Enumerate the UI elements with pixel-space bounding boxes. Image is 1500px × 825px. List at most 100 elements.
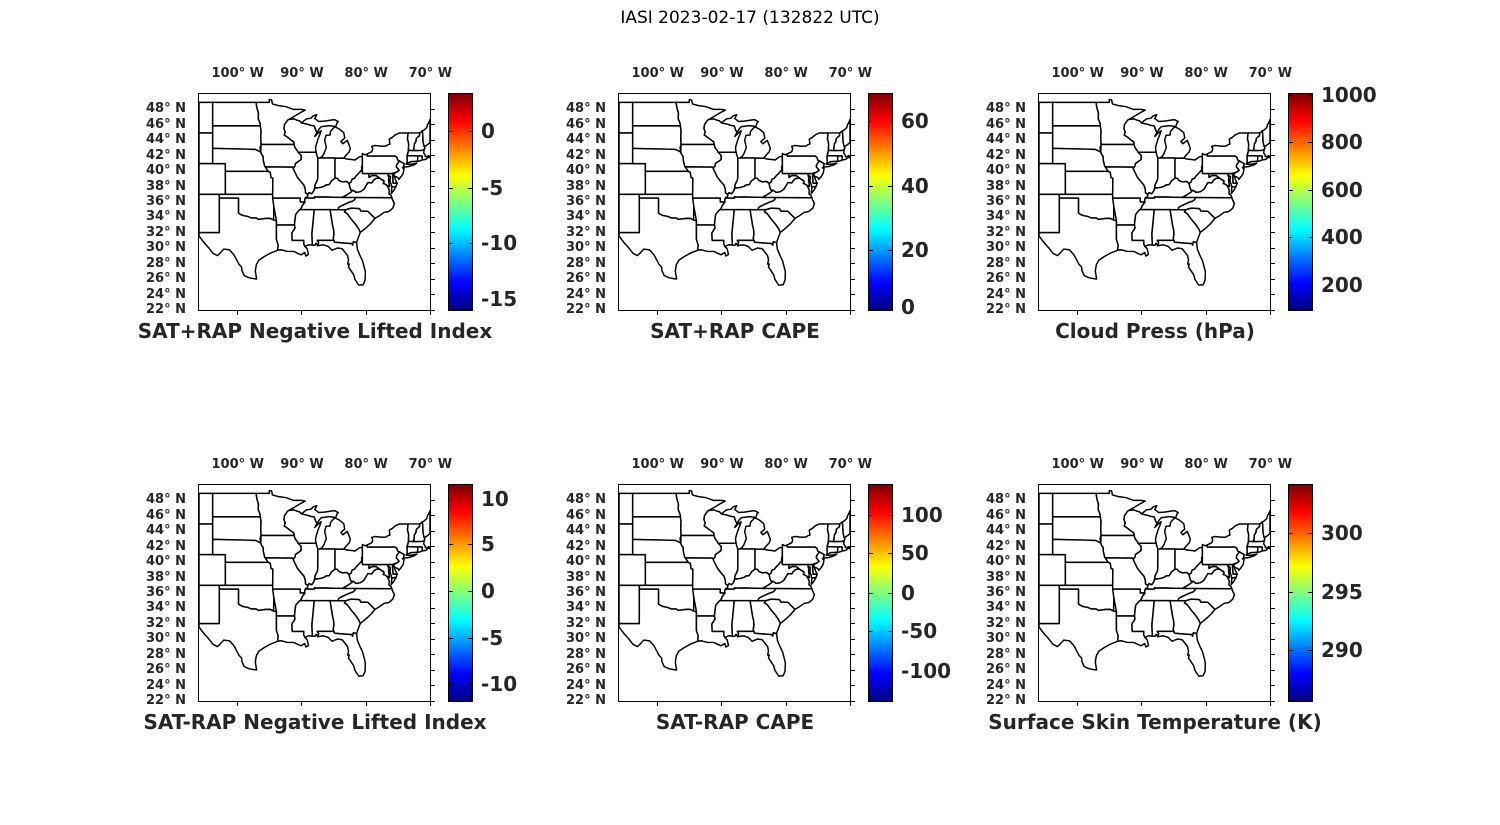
latitude-tick-label: 44° N [986,523,1026,539]
longitude-tick-label: 90° W [1120,457,1164,472]
y-tick-mark [851,700,855,702]
panel-title: SAT+RAP Negative Lifted Index [137,319,493,343]
latitude-tick-label: 34° N [146,209,186,225]
colorbar-tick-mark [468,299,472,300]
latitude-tick-label: 32° N [566,615,606,631]
figure-title: IASI 2023-02-17 (132822 UTC) [620,8,880,28]
latitude-tick-label: 26° N [146,271,186,287]
y-tick-mark [851,263,855,265]
y-tick-mark [431,186,435,188]
colorbar-tick-mark [888,514,892,516]
latitude-tick-label: 24° N [986,677,1026,693]
y-tick-mark [1271,638,1275,640]
x-tick-mark [785,702,787,706]
y-tick-mark [431,638,435,640]
panel-sat-plus-rap-negative-lifted-index: 100° W 90° W 80° W 70° W 48° N 46° N 44° N 42° … [138,66,517,343]
map-canvas [198,484,431,702]
latitude-tick-label: 42° N [566,538,606,554]
x-tick-mark [1269,702,1271,706]
y-tick-mark [1271,499,1275,501]
latitude-tick-label: 26° N [566,271,606,287]
longitude-tick-label: 80° W [1184,457,1228,472]
latitude-tick-label: 46° N [566,507,606,523]
y-tick-mark [851,139,855,141]
y-tick-mark [851,108,855,110]
latitude-tick-label: 44° N [146,132,186,148]
latitude-tick-label: 48° N [986,492,1026,508]
latitude-tick-label: 42° N [986,538,1026,554]
y-tick-mark [851,124,855,126]
longitude-tick-label: 90° W [1120,66,1164,81]
colorbar-tick-mark [1289,142,1293,144]
y-tick-mark [431,530,435,532]
x-tick-mark [657,702,659,706]
y-tick-mark [1271,201,1275,203]
map-canvas [1038,484,1271,702]
y-tick-mark [1271,530,1275,532]
colorbar-tick-mark [468,638,472,640]
y-tick-mark [431,623,435,625]
latitude-tick-label: 32° N [986,224,1026,240]
latitude-tick-label: 24° N [986,286,1026,302]
y-tick-mark [1271,546,1275,548]
latitude-tick-label: 24° N [566,286,606,302]
latitude-tick-label: 40° N [986,554,1026,570]
latitude-tick-label: 28° N [986,255,1026,271]
longitude-tick-label: 100° W [1051,457,1105,472]
colorbar-tick-mark [468,544,472,546]
colorbar-tick-mark [468,188,472,190]
longitude-tick-label: 80° W [764,66,808,81]
longitude-tick-label: 100° W [631,457,685,472]
latitude-tick-label: 32° N [986,615,1026,631]
y-tick-mark [851,216,855,218]
y-tick-mark [1271,124,1275,126]
longitude-tick-label: 70° W [408,457,453,472]
latitude-tick-label: 30° N [146,240,186,256]
latitude-tick-label: 36° N [566,585,606,600]
y-tick-mark [431,201,435,203]
colorbar-tick-mark [869,631,873,633]
latitude-tick-label: 32° N [146,224,186,240]
colorbar-tick-mark [869,671,873,673]
latitude-tick-label: 22° N [986,302,1026,318]
y-tick-mark [1271,607,1275,609]
colorbar-tick-label: 0 [901,581,915,605]
y-tick-mark [1271,294,1275,296]
x-tick-mark [785,311,787,315]
colorbar-tick-mark [1289,95,1293,97]
colorbar-tick-label: 50 [901,540,929,565]
y-tick-mark [1271,623,1275,625]
colorbar-tick-mark [1308,236,1312,238]
colorbar-tick-mark [449,544,453,546]
y-tick-mark [431,309,435,311]
colorbar-tick-label: 100 [901,502,943,527]
longitude-tick-label: 100° W [631,66,685,81]
y-tick-mark [851,247,855,249]
latitude-tick-label: 38° N [566,178,606,194]
latitude-tick-label: 22° N [566,693,606,709]
latitude-tick-label: 26° N [566,662,606,678]
colorbar-tick-label: -100 [901,659,952,684]
y-tick-mark [1271,278,1275,280]
longitude-tick-label: 90° W [280,457,324,472]
latitude-tick-label: 40° N [986,163,1026,179]
colorbar-tick-mark [449,243,453,245]
latitude-tick-label: 36° N [986,194,1026,209]
y-tick-mark [1271,247,1275,249]
latitude-tick-label: 30° N [986,631,1026,647]
colorbar-tick-mark [468,243,472,245]
colorbar-tick-mark [1308,284,1312,286]
map-canvas [198,93,431,311]
colorbar-tick-mark [888,306,892,308]
longitude-tick-label: 90° W [700,457,744,472]
colorbar-tick-mark [1289,284,1293,286]
latitude-tick-label: 24° N [566,677,606,693]
y-tick-mark [1271,170,1275,172]
x-tick-mark [1205,702,1207,706]
latitude-tick-label: 38° N [146,569,186,585]
latitude-tick-label: 26° N [146,662,186,678]
panel-sat-minus-rap-cape: 100° W 90° W 80° W 70° W 48° N 46° N 44° N 42° … [566,457,951,734]
x-tick-mark [1077,311,1079,315]
latitude-tick-label: 28° N [566,646,606,662]
panel-title: Surface Skin Temperature (K) [988,710,1322,734]
